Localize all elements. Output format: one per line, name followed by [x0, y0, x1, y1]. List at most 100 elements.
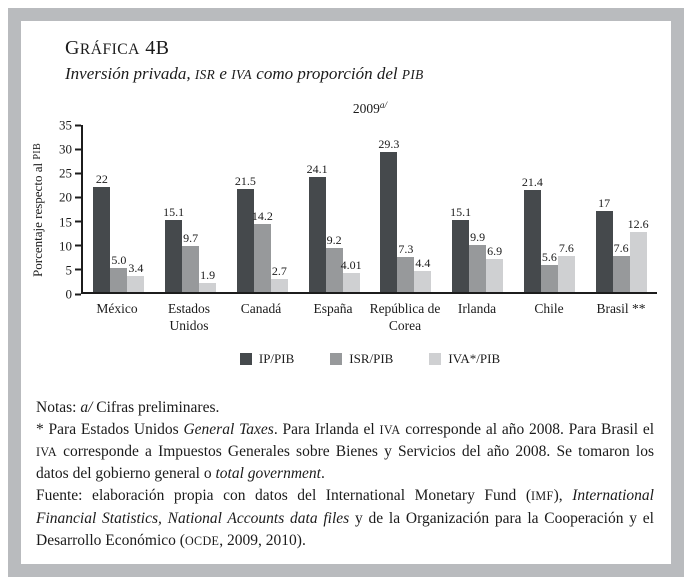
bar-wrap: 7.6: [557, 125, 575, 293]
bar-wrap: 1.9: [199, 125, 217, 293]
y-tick: 25: [59, 167, 81, 180]
bar-value-label: 7.3: [398, 242, 414, 257]
y-tick-mark: [75, 220, 81, 223]
bar-group: 29.3 7.3 4.4: [378, 125, 432, 293]
text-segment: ráfica: [79, 41, 140, 58]
text-segment: . Para Irlanda el: [273, 420, 380, 438]
bar-value-label: 21.4: [521, 174, 543, 189]
text-segment: iva: [36, 445, 57, 460]
x-axis-label-text: España: [313, 301, 353, 317]
text-segment: como proporción del: [252, 64, 402, 83]
legend-item: IVA*/PIB: [429, 351, 500, 367]
bar-value-label: 21.5: [234, 174, 256, 189]
bar-wrap: 3.4: [127, 125, 145, 293]
bar-wrap: 7.3: [397, 125, 415, 293]
bar-group: 21.5 14.2 2.7: [234, 125, 288, 293]
bar: [93, 187, 111, 293]
bar-value-label: 24.1: [306, 162, 328, 177]
bar-value-label: 4.01: [340, 257, 362, 272]
y-tick: 0: [66, 288, 81, 301]
text-segment: International Financial Statistics, Nati…: [36, 487, 654, 527]
y-tick-label: 15: [59, 214, 72, 230]
x-axis-label: Irlanda: [441, 301, 513, 335]
bar-group-cell: 17 7.6 12.6: [585, 125, 657, 293]
text-segment: total government: [215, 465, 321, 483]
text-segment: y de la Organización para la Cooperación…: [36, 509, 654, 549]
text-segment: General Taxes: [183, 420, 274, 438]
bar-value-label: 15.1: [163, 205, 185, 219]
y-tick: 10: [59, 239, 81, 252]
y-axis-label-column: Porcentaje respecto al pib: [29, 125, 47, 294]
bar-group-cell: 29.3 7.3 4.4: [370, 125, 442, 293]
text-segment: .: [320, 465, 325, 483]
text-segment: Fuente: elaboración propia con datos del…: [36, 487, 531, 505]
bar-group-cell: 24.1 9.2 4.01: [298, 125, 370, 293]
x-axis-label-text: México: [96, 301, 138, 317]
text-segment: Cifras preliminares.: [92, 398, 220, 416]
y-tick: 5: [66, 263, 81, 276]
y-tick: 20: [59, 191, 81, 204]
bar-group-cell: 21.5 14.2 2.7: [227, 125, 299, 293]
bar: [486, 259, 504, 293]
bar: [199, 282, 217, 293]
x-axis-label-text: Estados Unidos: [168, 301, 210, 333]
figure-label: Gráfica 4B: [65, 37, 659, 60]
bar-wrap: 15.1: [163, 125, 185, 293]
bar-value-label: 12.6: [627, 216, 649, 231]
bar-wrap: 4.01: [340, 125, 362, 293]
bar-wrap: 21.5: [234, 125, 256, 293]
x-axis-label: México: [81, 301, 153, 335]
bar-wrap: 6.9: [486, 125, 504, 293]
bar: [253, 224, 271, 293]
x-axis-label-text: República de Corea: [369, 301, 441, 333]
bar-value-label: 5.6: [541, 250, 557, 265]
legend-label: IVA*/PIB: [448, 350, 501, 366]
bar-group-cell: 22 5.0 3.4: [83, 125, 155, 293]
bar: [523, 189, 541, 293]
bar-value-label: 5.0: [111, 253, 127, 268]
y-tick-label: 10: [59, 238, 72, 254]
plot-outer: 0 5 10 15 20 25 30 35 22 5.0 3.4 15.1 9.7 1.9 21.5 14.…: [47, 119, 657, 301]
bar-value-label: 7.6: [558, 240, 574, 255]
bar-group: 17 7.6 12.6: [595, 125, 649, 293]
bar-value-label: 1.9: [200, 267, 216, 282]
bar: [342, 272, 360, 293]
bar-chart: 2009a/ Porcentaje respecto al pib 0 5 10 15…: [29, 100, 659, 367]
bar: [557, 255, 575, 293]
text-segment: ),: [553, 487, 573, 505]
bar: [182, 245, 200, 293]
legend-label: ISR/PIB: [349, 350, 394, 366]
y-axis-ticks: 0 5 10 15 20 25 30 35: [47, 119, 81, 301]
text-segment: 2009: [352, 101, 380, 117]
bar-value-label: 9.7: [183, 230, 199, 245]
text-segment: pib: [32, 142, 43, 160]
y-tick: 35: [59, 119, 81, 132]
legend-item: ISR/PIB: [330, 351, 393, 367]
text-segment: , 2009, 2010).: [219, 531, 306, 549]
figure-content: Gráfica 4B Inversión privada, isr e iva …: [21, 21, 671, 564]
bar-wrap: 2.7: [270, 125, 288, 293]
bar-value-label: 22: [95, 172, 108, 187]
legend-label: IP/PIB: [258, 350, 295, 366]
x-axis-label: Estados Unidos: [153, 301, 225, 335]
bar-wrap: 21.4: [521, 125, 543, 293]
figure-frame: Gráfica 4B Inversión privada, isr e iva …: [8, 8, 684, 577]
bar-wrap: 29.3: [378, 125, 399, 293]
plot-area: 22 5.0 3.4 15.1 9.7 1.9 21.5 14.2 2.7 24.1 9.2 4.01…: [81, 125, 657, 295]
x-axis-label-text: Canadá: [240, 301, 282, 317]
bar-value-label: 15.1: [450, 205, 472, 219]
text-segment: ocde: [184, 533, 220, 548]
bar-value-label: 9.2: [326, 233, 342, 248]
bar-wrap: 15.1: [450, 125, 472, 293]
bar-value-label: 7.6: [613, 240, 629, 255]
bar-wrap: 17: [595, 125, 613, 293]
legend-swatch: [429, 352, 442, 365]
bar: [127, 275, 145, 293]
x-axis-label-text: Brasil **: [596, 301, 646, 317]
y-tick: 30: [59, 143, 81, 156]
bar-wrap: 9.9: [469, 125, 487, 293]
text-segment: a/: [80, 398, 93, 416]
text-segment: e: [215, 64, 232, 83]
bar-wrap: 4.4: [414, 125, 432, 293]
text-segment: iva: [379, 422, 401, 437]
